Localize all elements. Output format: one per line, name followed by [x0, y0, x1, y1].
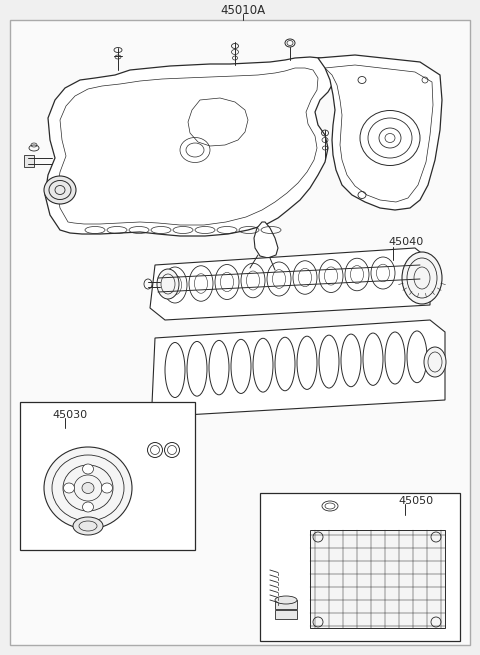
- Bar: [275, 610, 297, 619]
- Ellipse shape: [83, 502, 94, 512]
- Text: 45040: 45040: [388, 237, 423, 247]
- Polygon shape: [318, 55, 442, 210]
- Text: 45030: 45030: [52, 410, 87, 420]
- Bar: [310, 530, 445, 628]
- Ellipse shape: [101, 483, 112, 493]
- Ellipse shape: [402, 252, 442, 304]
- Ellipse shape: [83, 464, 94, 474]
- Ellipse shape: [82, 483, 94, 493]
- Ellipse shape: [44, 447, 132, 529]
- Ellipse shape: [424, 347, 446, 377]
- Bar: [275, 600, 297, 609]
- Text: 45050: 45050: [398, 496, 433, 506]
- Ellipse shape: [275, 596, 297, 604]
- Ellipse shape: [157, 269, 179, 299]
- Text: 45010A: 45010A: [220, 3, 265, 16]
- Polygon shape: [254, 222, 278, 258]
- Ellipse shape: [73, 517, 103, 535]
- Ellipse shape: [63, 483, 74, 493]
- Polygon shape: [45, 57, 335, 236]
- Ellipse shape: [44, 176, 76, 204]
- Polygon shape: [152, 320, 445, 416]
- Polygon shape: [150, 248, 430, 320]
- Bar: [24, 155, 34, 167]
- Bar: [20, 402, 195, 550]
- Bar: [260, 493, 460, 641]
